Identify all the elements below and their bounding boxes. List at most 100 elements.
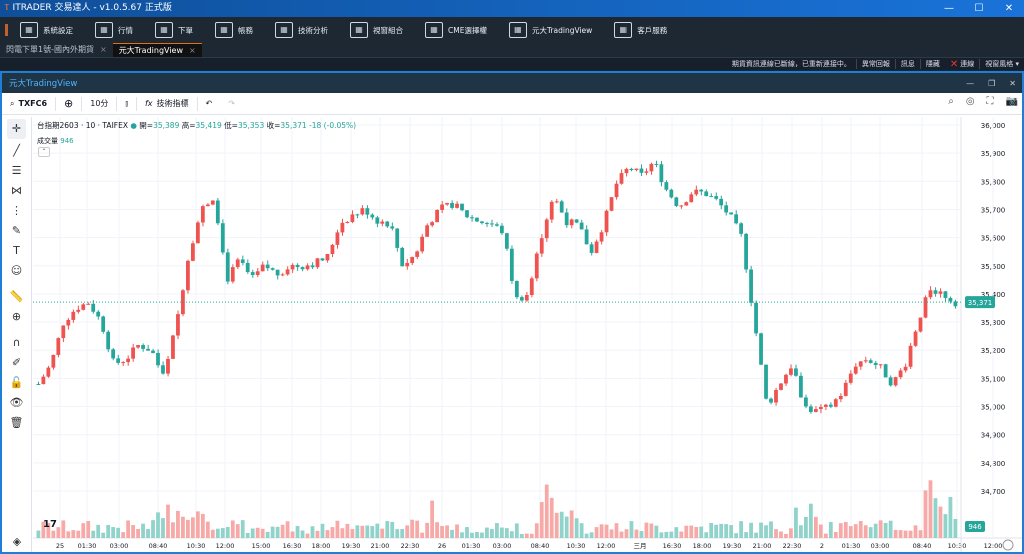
menu-item-5[interactable]: ▦ 視窗組合	[350, 22, 403, 38]
candle-body	[654, 163, 659, 165]
menu-item-4[interactable]: ▦ 技術分析	[275, 22, 328, 38]
price-chart[interactable]: 36,00035,90035,80035,70035,60035,50035,4…	[33, 117, 1022, 552]
layers-button[interactable]: ◈	[2, 532, 32, 552]
candle-body	[126, 358, 130, 363]
close-tab-icon[interactable]: ×	[189, 46, 196, 55]
compare-button[interactable]: ⊕	[56, 96, 83, 111]
candle-body	[749, 269, 753, 303]
menu-item-8[interactable]: ▦ 客戶服務	[614, 22, 667, 38]
candle-body	[689, 194, 694, 203]
time-axis-label: 12:00	[216, 542, 235, 550]
tab-flash-order[interactable]: 閃電下單1號-國內外期貨 ×	[0, 43, 113, 57]
chart-background	[33, 117, 1022, 552]
candle-body	[624, 168, 629, 174]
menu-item-6[interactable]: ▦ CME選擇權	[425, 22, 487, 38]
volume-bar	[938, 506, 943, 538]
screenshot-icon[interactable]: 📷	[1005, 96, 1018, 107]
volume-bar	[928, 480, 933, 538]
magnet-tool[interactable]: ∩	[2, 333, 31, 353]
brush-tool[interactable]: ✎	[2, 221, 31, 241]
close-button[interactable]: ✕	[1004, 3, 1014, 14]
tab-tradingview[interactable]: 元大TradingView ×	[112, 43, 202, 57]
trend-line-tool[interactable]: ╱	[2, 141, 31, 161]
zoom-in-icon: ⊕	[11, 310, 22, 323]
redo-button[interactable]: ↷	[220, 97, 243, 111]
volume-bar	[779, 531, 783, 538]
fullscreen-icon[interactable]: ⛶	[986, 96, 994, 107]
eye-tool[interactable]: 👁	[2, 393, 31, 413]
menu-item-0[interactable]: ▦ 系統設定	[20, 22, 73, 38]
maximize-button[interactable]: ☐	[974, 3, 984, 14]
candle-body	[370, 214, 375, 218]
quick-search-icon[interactable]: ⌕	[948, 96, 954, 107]
candle-body	[490, 223, 494, 225]
fib-tool[interactable]: ☰	[2, 161, 31, 181]
trash-icon: 🗑	[9, 416, 24, 429]
text-tool[interactable]: T	[2, 241, 31, 261]
bar-chart-icon: ▦	[425, 22, 443, 38]
trash-tool[interactable]: 🗑	[2, 413, 31, 433]
ruler-tool[interactable]: 📏	[2, 287, 31, 307]
interval-button[interactable]: 10分	[82, 96, 118, 111]
undo-button[interactable]: ↶	[198, 97, 221, 111]
volume-bar	[584, 533, 589, 538]
candle-body	[614, 183, 619, 198]
zoom-in-tool[interactable]: ⊕	[2, 307, 31, 327]
connect-button[interactable]: 連線	[960, 60, 975, 68]
indicators-button[interactable]: fx 技術指標	[137, 96, 198, 111]
volume-bar	[594, 527, 599, 538]
volume-bar	[519, 533, 524, 538]
volume-bar	[868, 527, 873, 538]
prediction-tool[interactable]: ⋮	[2, 201, 31, 221]
volume-bar	[310, 526, 315, 538]
time-axis-label: 21:00	[753, 542, 772, 550]
minimize-button[interactable]: —	[944, 3, 954, 14]
pattern-tool[interactable]: ⋈	[2, 181, 31, 201]
volume-bar	[823, 533, 828, 538]
volume-bar	[151, 520, 155, 538]
market-open-icon: ●	[130, 121, 137, 130]
candle-body	[330, 244, 335, 254]
candle-body	[360, 208, 365, 215]
window-style-dropdown[interactable]: 視窗風格 ▾	[979, 59, 1024, 69]
lock-tool[interactable]: 🔓	[2, 373, 31, 393]
volume-bar	[714, 524, 719, 538]
menu-item-3[interactable]: ▦ 帳務	[215, 22, 253, 38]
menu-item-2[interactable]: ▦ 下單	[155, 22, 193, 38]
menu-item-label: 下單	[178, 25, 193, 35]
close-tab-icon[interactable]: ×	[99, 45, 107, 54]
volume-bar	[764, 525, 768, 538]
panel-close-button[interactable]: ✕	[1009, 79, 1016, 88]
panel-restore-button[interactable]: ❐	[988, 79, 996, 88]
menu-item-7[interactable]: ▦ 元大TradingView	[508, 22, 592, 38]
volume-bar	[669, 531, 674, 538]
toolbar-grip[interactable]	[5, 24, 8, 36]
volume-bar	[499, 527, 504, 538]
window-title-bar: Ⲧ ITRADER 交易達人 - v1.0.5.67 正式版 — ☐ ✕	[0, 0, 1024, 17]
lock-drawing-tool[interactable]: ✐	[2, 353, 31, 373]
settings-icon[interactable]: ◎	[965, 96, 975, 107]
time-axis-label: 22:30	[401, 542, 420, 550]
lock-drawing-icon: ✐	[11, 356, 22, 369]
crosshair-tool[interactable]: ✛	[7, 119, 26, 139]
candle-body	[195, 222, 200, 244]
symbol-label: TXFC6	[18, 99, 48, 108]
volume-bar	[445, 525, 449, 538]
chart-type-button[interactable]: ⫾	[117, 96, 137, 111]
menu-item-1[interactable]: ▦ 行情	[95, 22, 133, 38]
low-label: 低	[224, 121, 232, 130]
candle-body	[808, 406, 813, 412]
candle-body	[36, 384, 41, 386]
collapse-legend-button[interactable]: ⌃	[38, 147, 50, 157]
panel-minimize-button[interactable]: —	[966, 79, 975, 88]
volume-bar	[425, 522, 430, 538]
low-value: 35,353	[237, 121, 265, 130]
time-axis-label: 08:40	[913, 542, 932, 550]
candle-body	[395, 228, 400, 248]
candle-body	[61, 325, 66, 339]
info-button[interactable]: 訊息	[894, 59, 920, 69]
emoji-tool[interactable]: ☺	[2, 261, 31, 281]
error-report-button[interactable]: 異常回報	[855, 59, 895, 69]
symbol-search[interactable]: ⌕ TXFC6	[2, 96, 57, 111]
hide-button[interactable]: 隱藏	[919, 59, 945, 69]
